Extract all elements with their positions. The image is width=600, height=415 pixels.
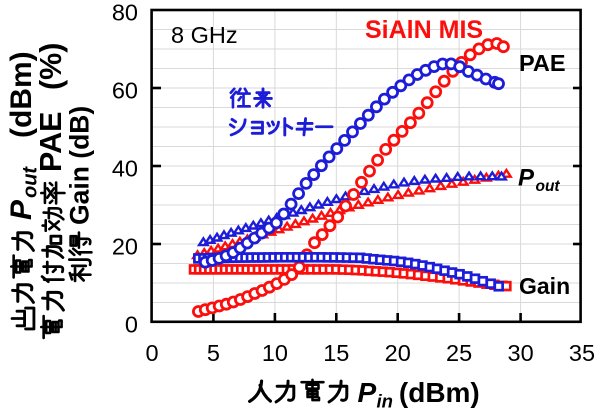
svg-text:20: 20 xyxy=(385,340,411,366)
svg-text:25: 25 xyxy=(446,340,472,366)
svg-text:out: out xyxy=(536,178,561,195)
svg-text:P: P xyxy=(5,199,38,220)
svg-text:P: P xyxy=(358,377,377,408)
svg-text:(dBm): (dBm) xyxy=(5,51,38,138)
svg-text:80: 80 xyxy=(112,0,138,26)
svg-text:0: 0 xyxy=(125,312,138,338)
svg-text:Gain (dB): Gain (dB) xyxy=(65,106,95,225)
svg-text:(%): (%) xyxy=(34,43,68,90)
svg-text:40: 40 xyxy=(112,156,138,182)
svg-text:P: P xyxy=(518,165,535,192)
svg-text:10: 10 xyxy=(262,340,288,366)
svg-text:5: 5 xyxy=(207,340,220,366)
svg-text:8 GHz: 8 GHz xyxy=(171,22,238,48)
svg-text:out: out xyxy=(20,166,42,198)
svg-text:35: 35 xyxy=(569,340,595,366)
svg-text:PAE: PAE xyxy=(34,112,68,172)
svg-text:PAE: PAE xyxy=(519,50,566,76)
svg-text:20: 20 xyxy=(112,234,138,260)
svg-text:30: 30 xyxy=(508,340,534,366)
svg-text:SiAlN MIS: SiAlN MIS xyxy=(365,16,483,44)
svg-text:0: 0 xyxy=(145,340,158,366)
svg-text:(dBm): (dBm) xyxy=(399,377,480,408)
svg-text:15: 15 xyxy=(323,340,349,366)
svg-text:in: in xyxy=(377,391,393,412)
svg-text:60: 60 xyxy=(112,78,138,104)
svg-text:Gain: Gain xyxy=(519,273,570,299)
